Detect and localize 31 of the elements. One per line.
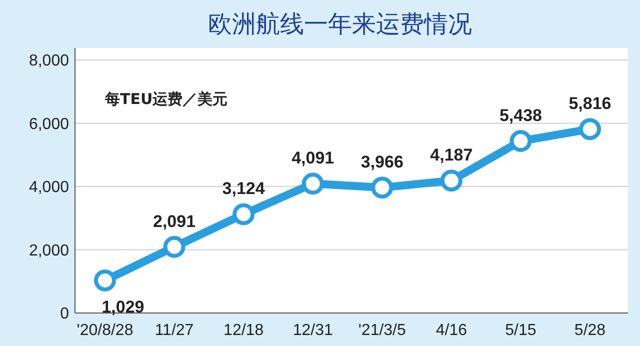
y-axis-title: 每TEU运费／美元 — [104, 90, 228, 108]
data-label: 4,187 — [430, 146, 473, 165]
x-tick-label: 5/28 — [574, 322, 606, 339]
data-label: 3,124 — [222, 179, 266, 198]
point — [440, 170, 462, 192]
data-label: 3,966 — [360, 152, 404, 172]
chart-title: 欧洲航线一年来运费情况 — [208, 10, 472, 38]
x-tick-label: 11/27 — [154, 322, 194, 339]
y-tick-label: 2,000 — [28, 242, 70, 260]
point — [163, 236, 186, 258]
x-tick-label: 5/15 — [505, 322, 536, 339]
data-label: 4,091 — [292, 148, 334, 168]
x-tick-label: 12/31 — [292, 322, 333, 339]
y-tick-label: 4,000 — [28, 179, 70, 196]
x-tick-label: '21/3/5 — [358, 322, 406, 339]
point — [302, 172, 324, 195]
point — [510, 130, 532, 152]
point — [371, 176, 394, 199]
x-tick-label: '20/8/28 — [76, 322, 134, 339]
y-tick-label: 0 — [60, 306, 70, 323]
y-tick-label: 6,000 — [28, 116, 70, 133]
x-tick-label: 4/16 — [436, 322, 468, 339]
data-label: 5,438 — [499, 106, 542, 126]
data-label: 2,091 — [153, 212, 196, 231]
data-label: 1,029 — [102, 297, 144, 316]
x-tick-label: 12/18 — [224, 322, 264, 339]
data-label: 5,816 — [568, 94, 612, 114]
point — [94, 269, 116, 292]
point — [232, 203, 255, 226]
point — [579, 118, 601, 140]
y-tick-label: 8,000 — [28, 52, 70, 70]
